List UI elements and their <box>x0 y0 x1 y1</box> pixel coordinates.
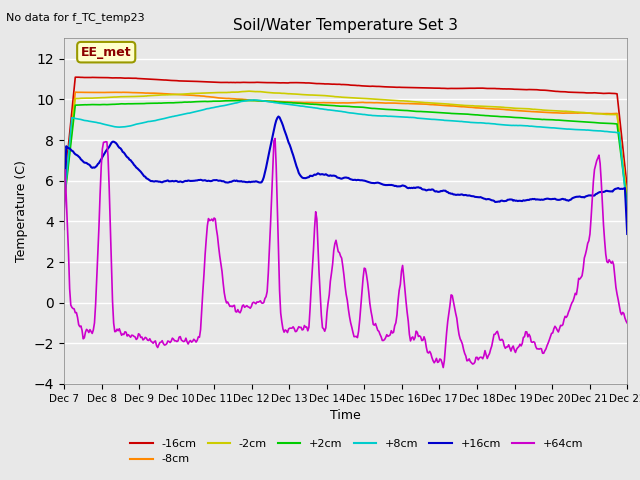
+8cm <box>366 112 374 118</box>
-16cm <box>60 187 68 192</box>
+2cm <box>236 97 244 103</box>
+8cm <box>329 108 337 113</box>
Line: +64cm: +64cm <box>64 139 627 368</box>
-16cm <box>611 91 619 96</box>
+64cm <box>271 136 279 142</box>
Line: -8cm: -8cm <box>64 92 627 199</box>
Text: EE_met: EE_met <box>81 46 132 59</box>
Line: -2cm: -2cm <box>64 91 627 201</box>
Line: -16cm: -16cm <box>64 77 627 190</box>
-2cm <box>397 98 404 104</box>
+8cm <box>60 201 68 206</box>
+16cm <box>60 205 68 211</box>
Title: Soil/Water Temperature Set 3: Soil/Water Temperature Set 3 <box>233 18 458 33</box>
+16cm <box>523 197 531 203</box>
-2cm <box>329 94 337 99</box>
+2cm <box>523 115 531 121</box>
+8cm <box>611 129 619 135</box>
+64cm <box>612 285 620 290</box>
-8cm <box>60 194 68 200</box>
+16cm <box>275 114 282 120</box>
-8cm <box>523 108 531 114</box>
Line: +2cm: +2cm <box>64 100 627 204</box>
+2cm <box>332 103 340 109</box>
+64cm <box>60 227 68 232</box>
+2cm <box>611 121 619 127</box>
+8cm <box>397 114 404 120</box>
+16cm <box>397 183 404 189</box>
-2cm <box>60 198 68 204</box>
X-axis label: Time: Time <box>330 409 361 422</box>
-8cm <box>332 100 340 106</box>
-2cm <box>332 94 340 99</box>
-8cm <box>611 110 619 116</box>
-8cm <box>72 89 79 95</box>
-2cm <box>366 96 374 102</box>
-16cm <box>332 82 340 87</box>
+16cm <box>366 180 374 185</box>
-16cm <box>366 84 374 89</box>
+8cm <box>250 97 257 103</box>
-2cm <box>623 196 631 202</box>
+64cm <box>329 261 337 267</box>
-8cm <box>366 100 374 106</box>
+16cm <box>611 186 619 192</box>
+2cm <box>329 103 337 108</box>
+16cm <box>332 173 340 179</box>
-8cm <box>623 196 631 202</box>
+2cm <box>623 202 631 207</box>
-16cm <box>72 74 80 80</box>
Line: +8cm: +8cm <box>64 100 627 212</box>
+2cm <box>366 105 374 111</box>
-2cm <box>611 112 619 118</box>
+16cm <box>623 231 631 237</box>
+2cm <box>60 201 68 207</box>
+64cm <box>623 320 631 326</box>
-16cm <box>329 81 337 87</box>
+16cm <box>329 173 337 179</box>
Text: No data for f_TC_temp23: No data for f_TC_temp23 <box>6 12 145 23</box>
-2cm <box>523 106 531 112</box>
-8cm <box>329 100 337 106</box>
Y-axis label: Temperature (C): Temperature (C) <box>15 160 28 262</box>
Legend: -16cm, -8cm, -2cm, +2cm, +8cm, +16cm, +64cm: -16cm, -8cm, -2cm, +2cm, +8cm, +16cm, +6… <box>126 434 588 469</box>
+64cm <box>524 334 532 340</box>
-16cm <box>623 185 631 191</box>
+8cm <box>332 108 340 114</box>
+2cm <box>397 107 404 113</box>
Line: +16cm: +16cm <box>64 117 627 234</box>
+8cm <box>623 209 631 215</box>
+64cm <box>332 238 340 243</box>
+64cm <box>440 365 447 371</box>
-16cm <box>523 87 531 93</box>
+64cm <box>397 281 404 287</box>
+8cm <box>523 123 531 129</box>
-8cm <box>397 101 404 107</box>
-16cm <box>397 84 404 90</box>
-2cm <box>245 88 253 94</box>
+64cm <box>366 301 374 307</box>
